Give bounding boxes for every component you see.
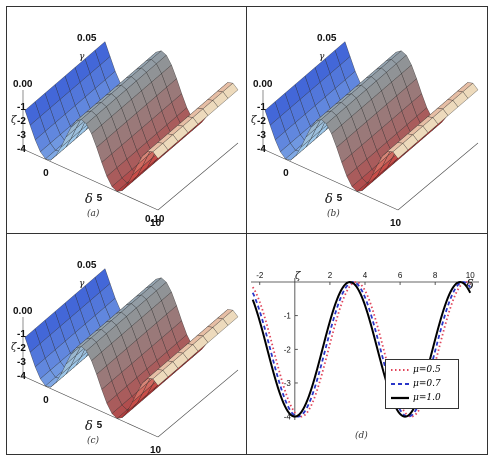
- x-tick-label: 10: [150, 218, 162, 229]
- gamma-axis-label: γ: [319, 52, 325, 62]
- x-tick-label: 10: [150, 445, 162, 456]
- y-tick-label: -3: [284, 379, 292, 388]
- y-tick-label: 0.05: [317, 32, 337, 44]
- x-tick-label: 5: [336, 193, 343, 204]
- z-tick-label: -4: [17, 371, 26, 382]
- surface-mesh: [264, 41, 479, 192]
- gamma-axis-label: γ: [79, 279, 85, 289]
- panel-caption: (c): [87, 436, 100, 446]
- surface-svg: [262, 41, 479, 211]
- horizontal-divider: [6, 233, 488, 234]
- panel-c-surface: 0.00 -1 -2 -3 -4 0 5 10 0.05 0.10 γ ζ δ (c): [7, 214, 245, 458]
- z-tick-label: -4: [17, 144, 26, 155]
- z-tick-label: -1: [17, 329, 26, 340]
- x-tick-label: 5: [96, 193, 103, 204]
- legend-label-mu-0-7: μ=0.7: [413, 379, 441, 389]
- series-line-07: [251, 281, 471, 418]
- z-tick-label: -3: [257, 130, 266, 141]
- y-tick-label: 0.05: [77, 259, 97, 271]
- legend-item-mu-0-7: μ=0.7: [390, 377, 454, 391]
- y-tick-label: 0.10: [145, 214, 165, 225]
- legend-swatch-mu-0-7: [391, 383, 409, 385]
- panel-caption: (b): [327, 209, 340, 219]
- bounding-box: [22, 90, 239, 211]
- z-tick-label: -1: [17, 102, 26, 113]
- panel-a-surface: 0.00 -1 -2 -3 -4 0 5 10 0.05 0.10 γ ζ δ (a): [7, 7, 245, 231]
- y-tick-label: -4: [284, 413, 292, 422]
- z-tick-label: 0.00: [253, 79, 273, 90]
- delta-axis-label: δ: [325, 192, 333, 207]
- legend-swatch-mu-0-5: [391, 369, 409, 371]
- legend-label-mu-0-5: μ=0.5: [413, 365, 441, 375]
- z-tick-label: -2: [257, 116, 266, 127]
- panel-d-line-chart: -2 2 4 6 8 10 -1 -2 -3 -4 ζ δ (d): [247, 234, 485, 458]
- legend-label-mu-1-0: μ=1.0: [413, 393, 441, 403]
- x-tick-label: 4: [363, 271, 368, 280]
- surface-mesh: [24, 268, 239, 419]
- x-tick-label: 0: [283, 168, 289, 179]
- z-tick-label: -3: [17, 130, 26, 141]
- vertical-divider: [246, 6, 247, 455]
- x-tick-label: 2: [328, 271, 333, 280]
- zeta-axis-label: ζ: [11, 115, 17, 126]
- x-tick-label: 10: [390, 218, 402, 229]
- x-tick-label: 8: [433, 271, 438, 280]
- surface-svg: [22, 41, 239, 211]
- gamma-axis-label: γ: [79, 52, 85, 62]
- legend-swatch-mu-1-0: [391, 396, 409, 400]
- panel-d-caption: (d): [355, 431, 368, 441]
- zeta-axis-label: ζ: [11, 342, 17, 353]
- surface-mesh: [24, 41, 239, 192]
- x-tick-label: 6: [398, 271, 403, 280]
- zeta-axis-label: ζ: [251, 115, 257, 126]
- surface-svg: [22, 268, 239, 438]
- z-tick-label: -1: [257, 102, 266, 113]
- x-tick-label: 0: [43, 395, 49, 406]
- z-tick-label: -2: [17, 116, 26, 127]
- series-line-10: [251, 281, 472, 418]
- z-tick-label: 0.00: [13, 79, 33, 90]
- legend: μ=0.5 μ=0.7 μ=1.0: [385, 359, 459, 409]
- z-tick-label: -4: [257, 144, 266, 155]
- legend-item-mu-1-0: μ=1.0: [390, 391, 454, 405]
- delta-axis-label: δ: [85, 419, 93, 434]
- line-chart-svg: -2 2 4 6 8 10 -1 -2 -3 -4: [251, 271, 479, 422]
- z-tick-label: -3: [17, 357, 26, 368]
- figure-frame: [6, 6, 488, 455]
- x-tick-label: -2: [256, 271, 264, 280]
- x-tick-label: 5: [96, 420, 103, 431]
- z-tick-label: -2: [17, 343, 26, 354]
- d-y-axis-label: ζ: [295, 271, 301, 282]
- y-tick-label: 0.05: [77, 32, 97, 44]
- z-tick-label: 0.00: [13, 306, 33, 317]
- d-x-axis-label: δ: [466, 278, 474, 293]
- bounding-box: [262, 90, 479, 211]
- x-tick-label: 0: [43, 168, 49, 179]
- panel-caption: (a): [87, 209, 100, 219]
- x-tick-label: 10: [466, 271, 475, 280]
- y-tick-label: -1: [284, 312, 292, 321]
- delta-axis-label: δ: [85, 192, 93, 207]
- y-tick-label: -2: [284, 345, 292, 354]
- series-line-05: [251, 281, 471, 418]
- bounding-box: [22, 317, 239, 438]
- legend-item-mu-0-5: μ=0.5: [390, 363, 454, 377]
